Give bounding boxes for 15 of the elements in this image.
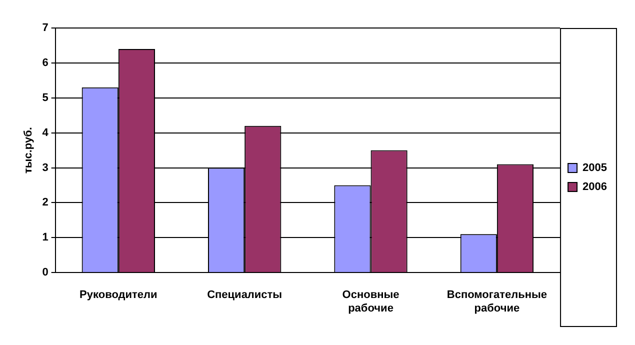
x-tick-label: Основные рабочие: [342, 289, 400, 314]
x-tick-label: Вспомогательные рабочие: [446, 289, 547, 314]
x-tick-label: Специалисты: [207, 289, 282, 302]
y-tick-label: 1: [42, 232, 48, 244]
x-tick-label: Руководители: [80, 289, 158, 302]
y-tick-label: 4: [42, 126, 50, 139]
y-tick-label: 2: [42, 196, 48, 209]
y-tick-label: 7: [42, 22, 48, 34]
y-axis-title: тыс.руб.: [22, 127, 35, 174]
y-tick-label: 3: [42, 162, 48, 174]
y-tick-label: 5: [42, 92, 48, 104]
y-tick-label: 0: [42, 266, 48, 279]
legend-label: 2006: [582, 181, 608, 194]
y-tick-label: 6: [42, 56, 48, 69]
legend-label: 2005: [582, 162, 608, 174]
